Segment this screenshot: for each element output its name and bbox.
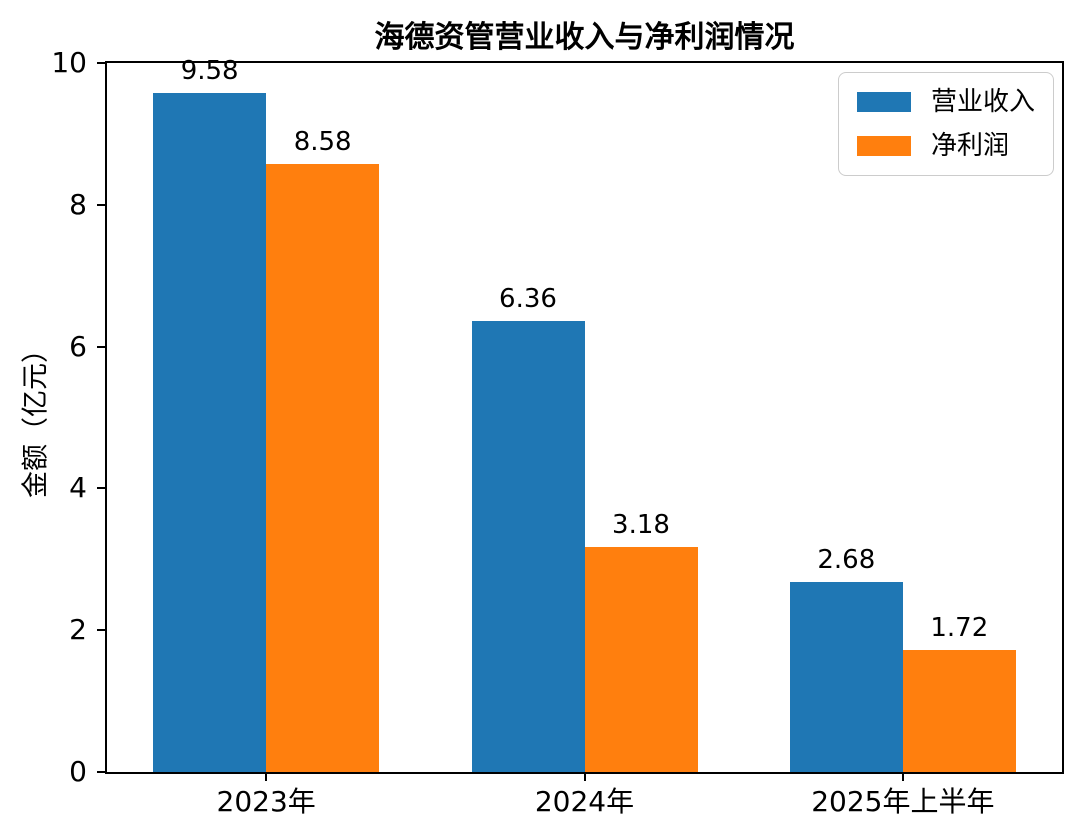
bar-value-label: 2.68 — [817, 544, 876, 575]
bar-营业收入-2024年 — [471, 321, 585, 772]
y-tick-mark — [97, 345, 105, 348]
bar-value-label: 6.36 — [499, 284, 557, 315]
x-tick-mark — [583, 772, 586, 781]
y-tick-mark — [97, 62, 105, 64]
legend-swatch-icon — [856, 92, 911, 112]
plot-area: 0 2 4 6 8 10 2023年 2024年 2025年上半年 9.58 6.36 2.68 8.5… — [51, 46, 1064, 818]
y-tick-label: 4 — [69, 471, 87, 505]
y-tick-label: 2 — [69, 613, 87, 647]
legend-label: 营业收入 — [930, 87, 1035, 117]
bar-营业收入-2025年上半年 — [789, 581, 903, 772]
x-tick-label: 2025年上半年 — [811, 785, 995, 818]
bar-value-label: 8.58 — [293, 126, 352, 157]
y-tick-label: 6 — [69, 329, 87, 363]
bar-净利润-2025年上半年 — [902, 650, 1016, 772]
y-tick-mark — [97, 771, 105, 773]
bar-value-label: 3.18 — [612, 509, 670, 540]
x-tick-label: 2023年 — [216, 785, 316, 818]
legend-entry: 净利润 — [856, 131, 1035, 161]
bar-value-label: 1.72 — [930, 613, 989, 644]
legend-entry: 营业收入 — [856, 87, 1035, 117]
chart-title: 海德资管营业收入与净利润情况 — [374, 20, 795, 55]
y-tick-label: 8 — [69, 187, 87, 221]
y-tick-label: 0 — [69, 755, 87, 788]
y-tick-label: 10 — [51, 46, 87, 79]
bar-净利润-2024年 — [584, 546, 698, 772]
legend-swatch-icon — [856, 136, 911, 156]
y-tick-mark — [97, 629, 105, 632]
x-tick-label: 2024年 — [534, 785, 635, 818]
y-tick-mark — [97, 203, 105, 206]
legend-label: 净利润 — [930, 131, 1009, 161]
bar-净利润-2023年 — [266, 163, 380, 772]
legend: 营业收入 净利润 — [837, 72, 1054, 176]
x-tick-mark — [265, 772, 268, 781]
bar-value-label: 9.58 — [180, 55, 239, 86]
bar-营业收入-2023年 — [153, 92, 267, 772]
y-tick-mark — [97, 487, 105, 490]
x-tick-mark — [901, 772, 904, 781]
